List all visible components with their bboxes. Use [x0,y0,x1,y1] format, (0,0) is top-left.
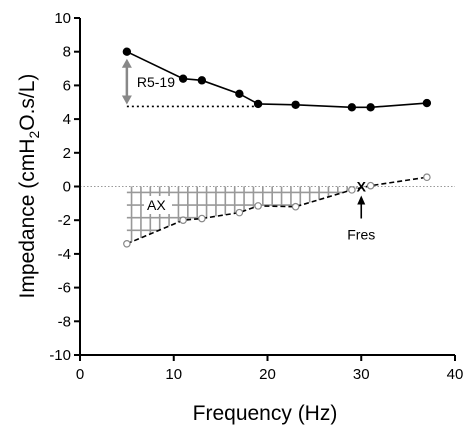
fres-arrowhead [357,195,366,205]
r5-19-arrowhead-down [121,95,132,105]
y-axis-title-subscript: 2 [26,131,42,139]
resistance-point [347,103,357,112]
x-tick-label: 0 [76,366,84,383]
resistance-point [253,99,263,109]
reactance-point [423,173,431,182]
reactance-point [198,214,206,223]
reactance-point [179,216,187,225]
y-tick-label: 10 [54,10,71,27]
reactance-point [291,202,300,211]
y-tick-label: 2 [63,145,71,162]
y-tick-label: 6 [63,77,71,94]
resistance-point [291,100,300,109]
series-layer [122,47,432,248]
resistance-point [366,103,375,112]
fres-marker: X [357,179,367,195]
y-tick-label: -8 [58,313,71,330]
y-tick-label: -2 [58,212,71,229]
ax-label: AX [147,197,166,213]
reactance-point [254,202,262,210]
resistance-point [178,74,188,83]
y-tick-label: -6 [58,280,71,297]
r5-19-label: R5-19 [137,74,175,90]
axes: -10 -8 -6 -4 -2 0 2 4 6 8 10 0 10 20 30 40 [49,10,463,383]
reactance-point [235,208,244,217]
x-tick-label: 20 [259,366,276,383]
y-axis-title-part-2: O.s/L) [16,74,39,131]
ax-label-background [144,196,172,214]
reactance-point [366,181,375,190]
y-tick-label: -10 [49,347,71,364]
annotations-layer: R5-19 AX X Fres [121,58,375,243]
x-tick-label: 10 [165,366,182,383]
y-tick-label: -4 [58,246,71,263]
x-axis-title: Frequency (Hz) [193,402,338,425]
x-tick-label: 30 [353,366,370,383]
resistance-point [122,47,132,56]
y-axis-title-part-1: Impedance (cmH [16,139,39,299]
y-tick-label: 8 [63,44,71,61]
resistance-point [197,76,207,85]
r5-19-arrowhead-up [121,58,132,68]
resistance-point [235,89,244,99]
ax-hatch-area [126,186,358,244]
resistance-point [422,98,432,108]
reactance-point [123,239,131,248]
x-tick-label: 40 [447,366,464,383]
fres-label: Fres [347,227,375,243]
reactance-point [348,186,356,194]
y-axis-title: Impedance (cmH2O.s/L) [16,74,42,299]
y-tick-label: 4 [63,111,71,128]
y-tick-label: 0 [63,179,71,196]
